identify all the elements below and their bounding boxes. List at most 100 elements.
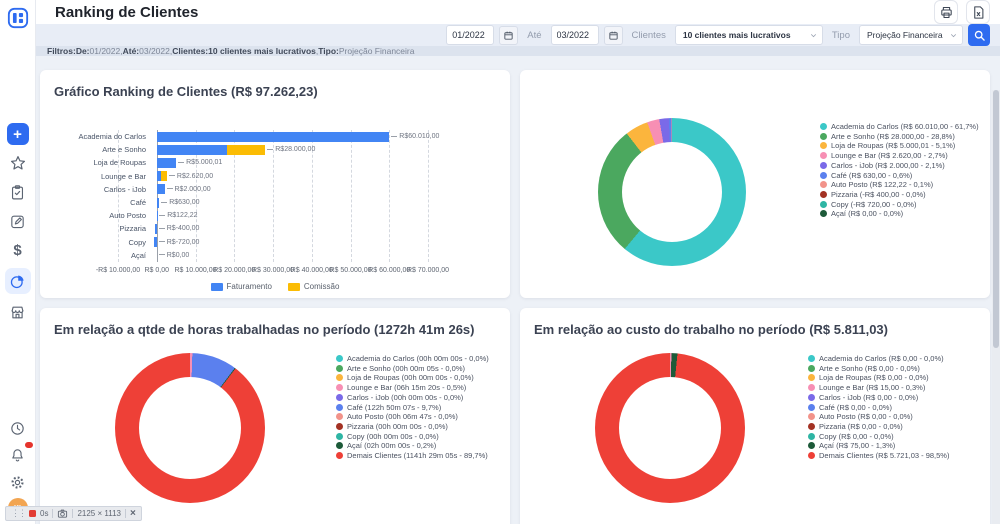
bell-icon [9,447,26,464]
history-button[interactable] [7,417,29,439]
screen-capture-toolbar: ⋮⋮ 0s 2125 × 1113 × [5,506,142,521]
legend-dot [808,404,815,411]
ranking-bar-chart: -R$ 10.000,00R$ 0,00R$ 10.000,00R$ 20.00… [40,70,510,298]
donut-chart-financeiro [598,118,746,266]
export-excel-button[interactable] [966,0,990,24]
scrollbar-thumb[interactable] [993,90,999,348]
legend-item: Lounge e Bar (R$ 2.620,00 - 2,7%) [820,151,979,161]
legend-label: Café (122h 50m 07s - 9,7%) [347,403,441,413]
legend-label: Faturamento [227,282,272,291]
date-from-input[interactable] [446,25,494,45]
legend-label: Academia do Carlos (R$ 60.010,00 - 61,7%… [831,122,979,132]
legend-item: Faturamento [211,282,272,291]
notifications-button[interactable] [7,444,29,466]
bar-value-label: R$122,22 [159,209,197,222]
date-from-calendar-button[interactable] [499,26,518,45]
capture-dimensions: 2125 × 1113 [77,509,121,518]
category-label: Academia do Carlos [40,130,146,143]
gear-icon [9,474,26,491]
legend-item: Academia do Carlos (R$ 60.010,00 - 61,7%… [820,122,979,132]
legend-label: Demais Clientes (R$ 5.721,03 - 98,5%) [819,451,949,461]
note-edit-icon [9,213,26,230]
app-logo-icon [7,7,29,29]
sidebar-item-store[interactable] [7,301,29,323]
legend-label: Arte e Sonho (00h 00m 05s - 0,0%) [347,364,465,374]
file-excel-icon [971,5,986,20]
record-stop-button[interactable] [29,510,36,517]
legend-item: Copy (00h 00m 00s - 0,0%) [336,432,489,442]
legend-item: Demais Clientes (R$ 5.721,03 - 98,5%) [808,451,949,461]
clipboard-check-icon [9,184,26,201]
legend-label: Comissão [304,282,340,291]
type-label: Tipo [828,30,854,41]
legend-item: Copy (-R$ 720,00 - 0,0%) [820,200,979,210]
card-cost-donut: Em relação ao custo do trabalho no perío… [520,308,990,524]
date-to-calendar-button[interactable] [604,26,623,45]
card-title: Em relação ao custo do trabalho no perío… [534,322,976,337]
legend-item: Arte e Sonho (00h 00m 05s - 0,0%) [336,364,489,374]
legend-item: Lounge e Bar (06h 15m 20s - 0,5%) [336,383,489,393]
close-icon[interactable]: × [130,509,136,519]
bar-value-label: R$5.000,01 [178,156,222,169]
card-hours-donut: Em relação a qtde de horas trabalhadas n… [40,308,510,524]
bar-segment [157,198,159,208]
legend-label: Arte e Sonho (R$ 0,00 - 0,0%) [819,364,920,374]
bar-value-label: R$2.620,00 [169,170,213,183]
legend-item: Pizzaria (00h 00m 00s - 0,0%) [336,422,489,432]
legend-dot [336,365,343,372]
donut-legend-custo: Academia do Carlos (R$ 0,00 - 0,0%)Arte … [808,354,949,461]
legend-item: Comissão [288,282,340,291]
gridline [389,130,390,262]
chevron-down-icon [810,32,817,39]
add-button[interactable]: + [7,123,29,145]
sidebar-item-tasks[interactable] [7,181,29,203]
drag-handle[interactable]: ⋮⋮ [11,508,25,519]
filter-summary-part: Projeção Financeira [339,46,415,56]
legend-label: Loja de Roupas (R$ 5.000,01 - 5,1%) [831,141,955,151]
legend-label: Pizzaria (00h 00m 00s - 0,0%) [347,422,448,432]
legend-label: Loja de Roupas (00h 00m 00s - 0,0%) [347,373,474,383]
camera-icon[interactable] [57,508,68,519]
sidebar-nav: + $ [5,123,31,323]
sidebar-item-finance[interactable]: $ [7,239,29,261]
vertical-scrollbar [992,90,1000,524]
clock-icon [9,420,26,437]
bar-segment [161,171,167,181]
bar-segment [157,158,176,168]
filter-summary-part: 01/2022, [90,46,123,56]
legend-dot [336,433,343,440]
bar-value-label: R$630,00 [161,196,199,209]
legend-item: Pizzaria (-R$ 400,00 - 0,0%) [820,190,979,200]
x-axis-tick-label: R$ 70.000,00 [383,267,473,274]
legend-label: Auto Posto (R$ 122,22 - 0,1%) [831,180,933,190]
settings-button[interactable] [7,471,29,493]
bar-value-label: R$-720,00 [159,236,200,249]
type-select-value: Projeção Financeira [867,30,943,40]
main-area: Ranking de Clientes Até Clientes 10 clie… [36,0,1000,524]
bar-value-label: R$28.000,00 [267,143,315,156]
legend-dot [808,374,815,381]
search-button[interactable] [968,24,990,46]
bar-segment [157,145,227,155]
type-select[interactable]: Projeção Financeira [859,25,963,45]
legend-label: Lounge e Bar (06h 15m 20s - 0,5%) [347,383,466,393]
storefront-icon [9,304,26,321]
clients-select[interactable]: 10 clientes mais lucrativos [675,25,823,45]
print-button[interactable] [934,0,958,24]
legend-dot [820,162,827,169]
filter-summary: Filtros: De: 01/2022, Até: 03/2022, Clie… [36,46,1000,56]
filter-summary-part: Tipo: [318,46,339,56]
app-root: + $ KI Ranking de Clientes [0,0,1000,524]
legend-dot [808,355,815,362]
date-to-input[interactable] [551,25,599,45]
sidebar-item-reports[interactable] [5,268,31,294]
legend-dot [820,181,827,188]
legend-item: Café (R$ 0,00 - 0,0%) [808,403,949,413]
category-label: Pizzaria [40,222,146,235]
bar-segment [157,211,158,221]
legend-label: Café (R$ 630,00 - 0,6%) [831,171,912,181]
page-header: Ranking de Clientes [36,0,1000,24]
sidebar-item-notes[interactable] [7,210,29,232]
legend-item: Carlos - iJob (R$ 2.000,00 - 2,1%) [820,161,979,171]
sidebar-item-favorites[interactable] [7,152,29,174]
